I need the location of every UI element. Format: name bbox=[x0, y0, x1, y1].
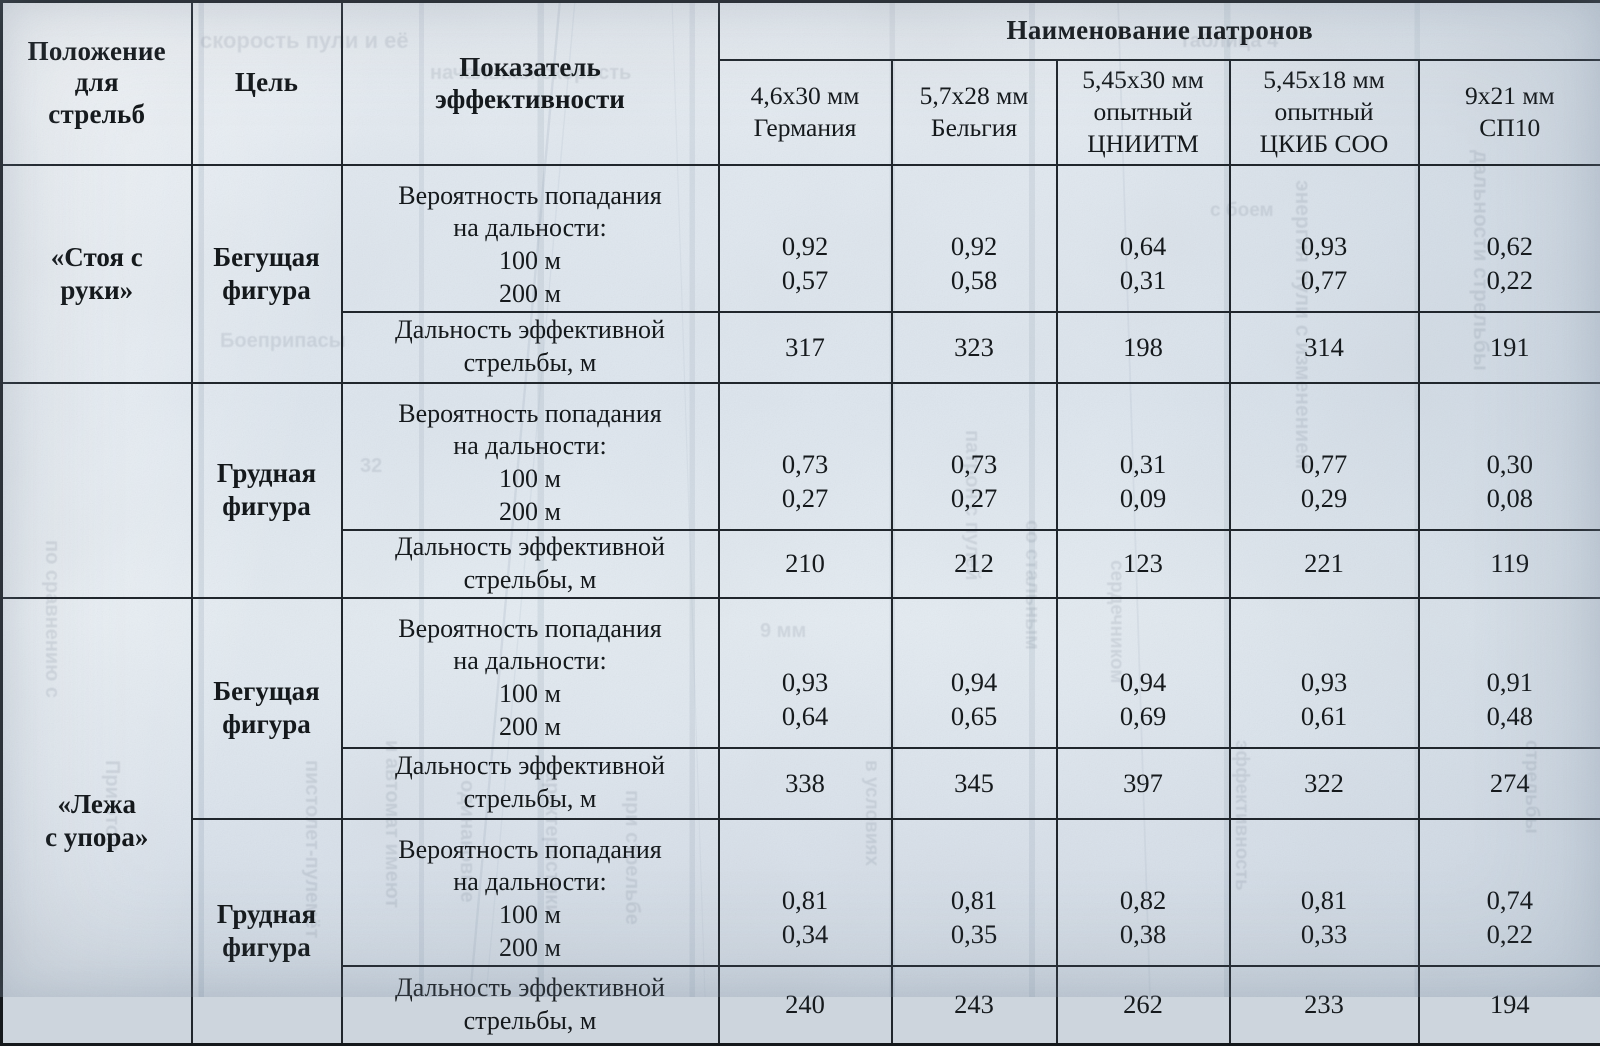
value-cell: 210 bbox=[719, 530, 892, 598]
value-cell: 397 bbox=[1057, 748, 1230, 819]
value-cell: 198 bbox=[1057, 312, 1230, 383]
value-cell: 212 bbox=[892, 530, 1057, 598]
value-cell: 0,77 0,29 bbox=[1230, 383, 1419, 530]
value-cell: 0,73 0,27 bbox=[892, 383, 1057, 530]
scanned-page: скорость пули и её начальная скорость та… bbox=[0, 0, 1600, 997]
target-cell-running-1: Бегущая фигура bbox=[192, 165, 342, 383]
header-cartridge-4: 5,45х18 мм опытный ЦКИБ СОО bbox=[1230, 60, 1419, 165]
header-position-line2: для bbox=[75, 67, 119, 97]
value-cell: 345 bbox=[892, 748, 1057, 819]
value-cell: 0,73 0,27 bbox=[719, 383, 892, 530]
header-cartridge-group: Наименование патронов bbox=[719, 2, 1600, 60]
header-cartridge-3: 5,45х30 мм опытный ЦНИИТМ bbox=[1057, 60, 1230, 165]
value-cell: 0,94 0,69 bbox=[1057, 598, 1230, 748]
table-row: Грудная фигура Вероятность попадания на … bbox=[2, 383, 1600, 530]
value-cell: 314 bbox=[1230, 312, 1419, 383]
header-cartridge-1: 4,6х30 мм Германия bbox=[719, 60, 892, 165]
value-cell: 0,93 0,77 bbox=[1230, 165, 1419, 312]
value-cell: 0,81 0,34 bbox=[719, 819, 892, 966]
value-cell: 123 bbox=[1057, 530, 1230, 598]
value-cell: 119 bbox=[1419, 530, 1600, 598]
value-cell: 240 bbox=[719, 966, 892, 1045]
value-cell: 221 bbox=[1230, 530, 1419, 598]
indicator-range-1: Дальность эффективной стрельбы, м bbox=[342, 312, 719, 383]
value-cell: 0,30 0,08 bbox=[1419, 383, 1600, 530]
table-row: «Стоя с руки» Бегущая фигура Вероятность… bbox=[2, 165, 1600, 312]
indicator-probability-3: Вероятность попадания на дальности: 100 … bbox=[342, 598, 719, 748]
value-cell: 322 bbox=[1230, 748, 1419, 819]
header-indicator: Показатель эффективности bbox=[342, 2, 719, 165]
value-cell: 191 bbox=[1419, 312, 1600, 383]
table-row: «Лежа с упора» Бегущая фигура Вероятност… bbox=[2, 598, 1600, 748]
header-indicator-line1: Показатель bbox=[459, 52, 600, 82]
value-cell: 194 bbox=[1419, 966, 1600, 1045]
table-row: Грудная фигура Вероятность попадания на … bbox=[2, 819, 1600, 966]
value-cell: 0,91 0,48 bbox=[1419, 598, 1600, 748]
value-cell: 262 bbox=[1057, 966, 1230, 1045]
position-cell-spacer bbox=[2, 383, 192, 598]
value-cell: 0,92 0,57 bbox=[719, 165, 892, 312]
target-cell-running-2: Бегущая фигура bbox=[192, 598, 342, 819]
value-cell: 243 bbox=[892, 966, 1057, 1045]
value-cell: 0,81 0,33 bbox=[1230, 819, 1419, 966]
indicator-probability-2: Вероятность попадания на дальности: 100 … bbox=[342, 383, 719, 530]
value-cell: 0,64 0,31 bbox=[1057, 165, 1230, 312]
value-cell: 0,62 0,22 bbox=[1419, 165, 1600, 312]
value-cell: 317 bbox=[719, 312, 892, 383]
position-cell-prone: «Лежа с упора» bbox=[2, 598, 192, 1045]
target-cell-chest-2: Грудная фигура bbox=[192, 819, 342, 1045]
header-row-top: Положение для стрельб Цель Показатель эф… bbox=[2, 2, 1600, 60]
value-cell: 274 bbox=[1419, 748, 1600, 819]
header-position: Положение для стрельб bbox=[2, 2, 192, 165]
value-cell: 338 bbox=[719, 748, 892, 819]
value-cell: 0,82 0,38 bbox=[1057, 819, 1230, 966]
target-cell-chest-1: Грудная фигура bbox=[192, 383, 342, 598]
value-cell: 0,81 0,35 bbox=[892, 819, 1057, 966]
header-position-line3: стрельб bbox=[48, 99, 145, 129]
indicator-probability-4: Вероятность попадания на дальности: 100 … bbox=[342, 819, 719, 966]
header-position-line1: Положение bbox=[28, 36, 166, 66]
value-cell: 0,93 0,64 bbox=[719, 598, 892, 748]
value-cell: 0,31 0,09 bbox=[1057, 383, 1230, 530]
header-target: Цель bbox=[192, 2, 342, 165]
value-cell: 0,94 0,65 bbox=[892, 598, 1057, 748]
value-cell: 0,92 0,58 bbox=[892, 165, 1057, 312]
header-cartridge-5: 9х21 мм СП10 bbox=[1419, 60, 1600, 165]
header-cartridge-2: 5,7х28 мм Бельгия bbox=[892, 60, 1057, 165]
position-cell-standing: «Стоя с руки» bbox=[2, 165, 192, 383]
header-indicator-line2: эффективности bbox=[435, 84, 625, 114]
value-cell: 0,74 0,22 bbox=[1419, 819, 1600, 966]
indicator-range-4: Дальность эффективной стрельбы, м bbox=[342, 966, 719, 1045]
value-cell: 0,93 0,61 bbox=[1230, 598, 1419, 748]
indicator-range-3: Дальность эффективной стрельбы, м bbox=[342, 748, 719, 819]
indicator-probability-1: Вероятность попадания на дальности: 100 … bbox=[342, 165, 719, 312]
value-cell: 323 bbox=[892, 312, 1057, 383]
indicator-range-2: Дальность эффективной стрельбы, м bbox=[342, 530, 719, 598]
value-cell: 233 bbox=[1230, 966, 1419, 1045]
